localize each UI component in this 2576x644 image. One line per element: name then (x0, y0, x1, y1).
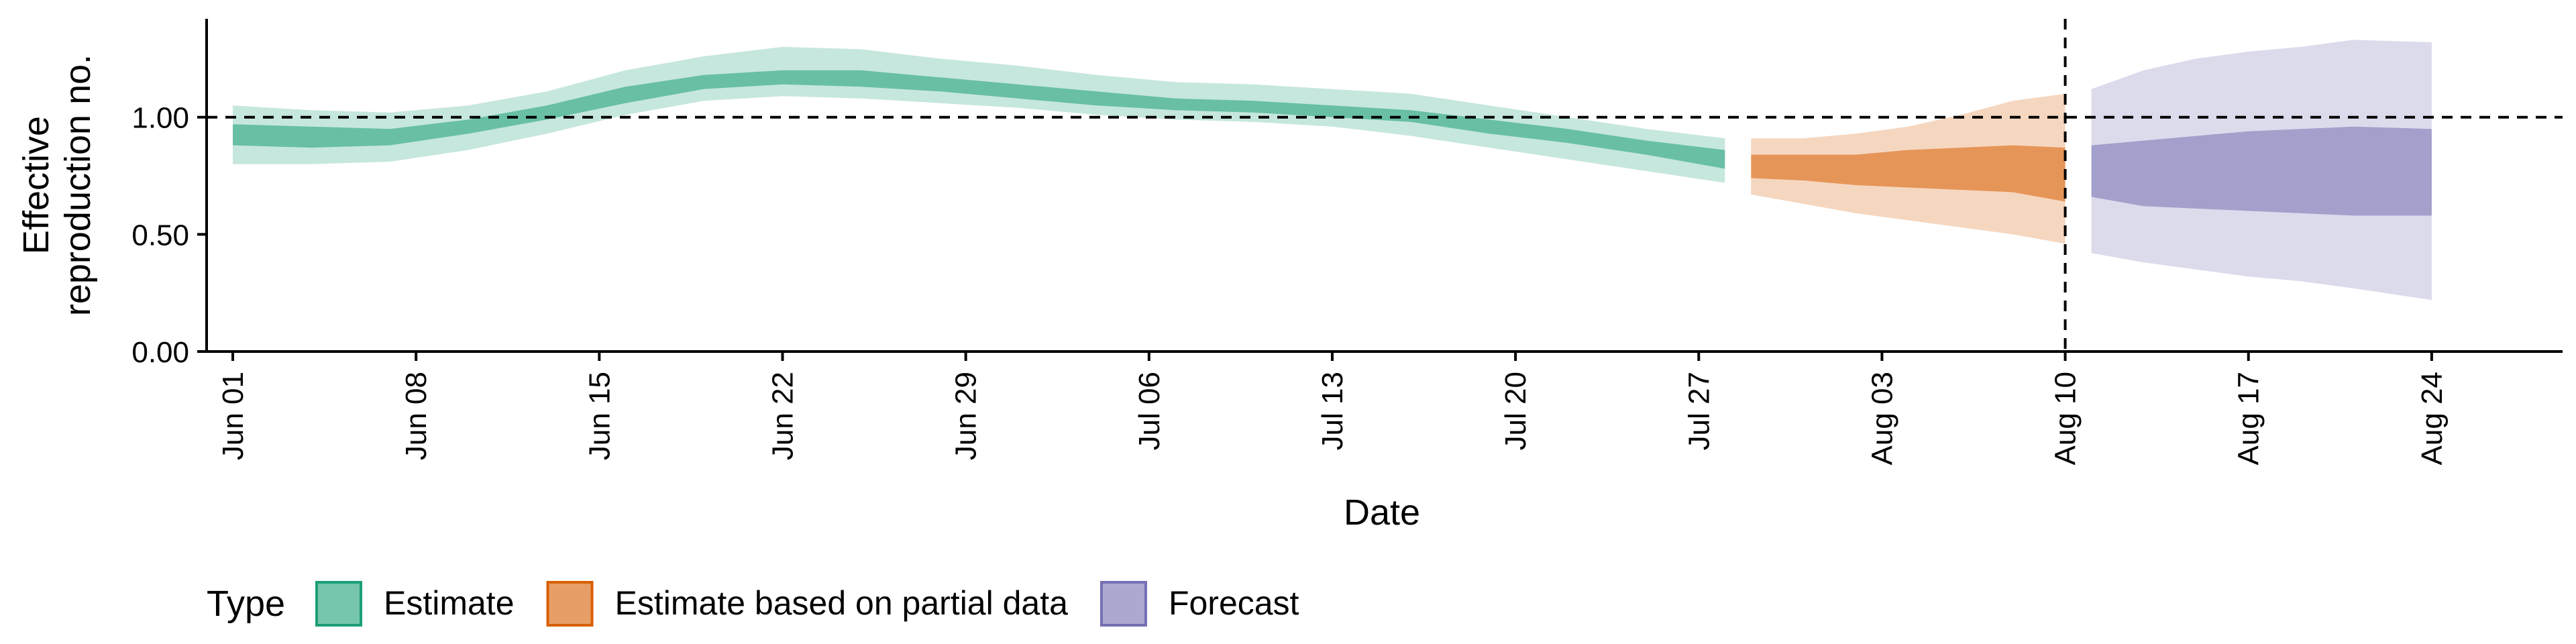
x-tick-label: Jun 15 (583, 372, 616, 460)
legend-swatch-2 (1099, 581, 1147, 627)
legend-swatch-1 (546, 581, 594, 627)
x-tick-label: Jul 20 (1499, 372, 1532, 450)
axes: 0.00 0.50 1.00 Jun 01 Jun 08 Jun 15 Jun 22 Jun … (131, 19, 2563, 465)
x-tick-label: Jul 27 (1682, 372, 1715, 450)
x-tick-label: Jun 01 (217, 372, 250, 460)
x-tick-label: Aug 24 (2416, 372, 2449, 465)
x-tick-label: Jul 13 (1316, 372, 1349, 450)
ribbon-layer (233, 40, 2432, 301)
x-tick-label: Jun 22 (767, 372, 800, 460)
y-axis-title-line: reproduction no. (58, 54, 98, 316)
x-tick-label: Jun 08 (400, 372, 433, 460)
legend-label-2: Forecast (1169, 584, 1299, 622)
legend-label-0: Estimate (384, 584, 515, 622)
y-axis-title: Effectivereproduction no. (16, 54, 98, 316)
y-tick-label: 0.00 (131, 336, 189, 369)
series-0-ribbon-90 (233, 46, 1725, 183)
legend-title: Type (207, 584, 285, 624)
legend-label-1: Estimate based on partial data (615, 584, 1069, 622)
x-tick-label: Aug 10 (2049, 372, 2082, 465)
y-axis-title-line: Effective (16, 116, 56, 254)
series-2-ribbon-50 (2091, 126, 2432, 216)
legend-swatch-0 (315, 581, 362, 627)
x-tick-label: Aug 17 (2233, 372, 2265, 465)
y-tick-label: 0.50 (131, 219, 189, 252)
series-1-ribbon-50 (1751, 145, 2065, 202)
y-axis-label: Effectivereproduction no. (16, 54, 98, 316)
legend: Type Estimate Estimate based on partial da… (207, 581, 1299, 627)
y-tick-label: 1.00 (131, 102, 189, 135)
x-tick-label: Jul 06 (1133, 372, 1166, 450)
reference-lines (207, 19, 2563, 352)
x-tick-label: Jun 29 (950, 372, 983, 460)
series-0-ribbon-50 (233, 70, 1725, 169)
x-axis-label: Date (1344, 492, 1420, 533)
x-tick-label: Aug 03 (1866, 372, 1898, 465)
